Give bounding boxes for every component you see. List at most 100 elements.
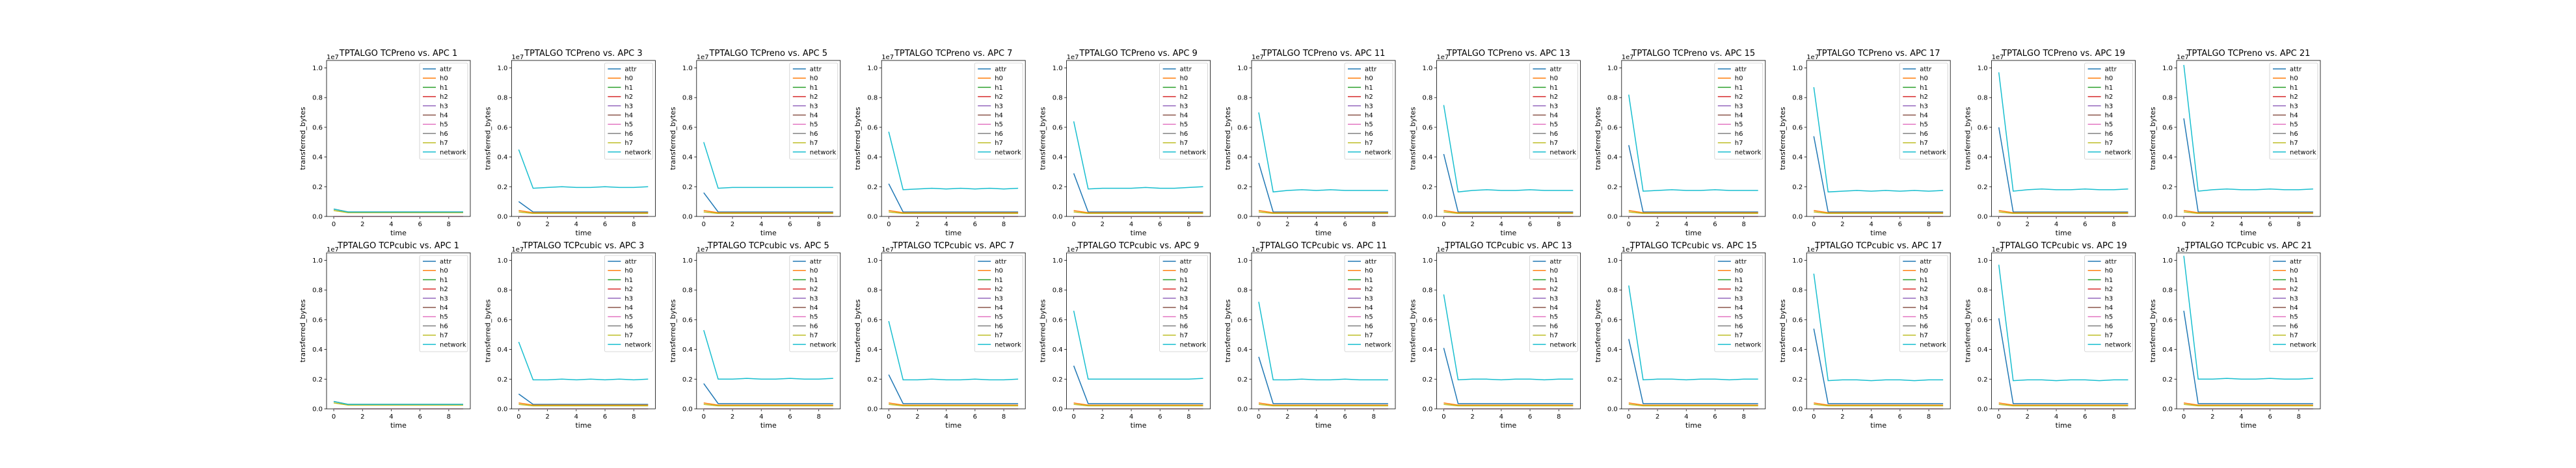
- x-axis-label: time: [575, 421, 591, 430]
- x-axis-label: time: [1685, 229, 1702, 237]
- y-offset-label: 1e7: [1252, 246, 1264, 254]
- legend-label-h5: h5: [1920, 314, 1928, 321]
- series-line-h0: [703, 210, 833, 214]
- x-axis-label: time: [390, 229, 407, 237]
- series-line-network: [1998, 72, 2128, 192]
- x-tick-label: 4: [574, 221, 578, 228]
- x-tick-label: 2: [1101, 413, 1105, 421]
- x-tick-label: 6: [973, 413, 977, 421]
- legend-label-h7: h7: [1365, 140, 1373, 147]
- y-tick-label: 0.0: [1422, 214, 1432, 221]
- legend-label-h1: h1: [1365, 277, 1373, 284]
- series-line-network: [1628, 94, 1758, 192]
- legend-label-h1: h1: [1735, 277, 1743, 284]
- y-tick-label: 0.0: [312, 214, 323, 221]
- x-tick-label: 8: [1557, 221, 1561, 228]
- legend-label-h7: h7: [440, 332, 448, 339]
- subplot-title: TPTALGO TCPcubic vs. APC 19: [2000, 241, 2127, 251]
- series-line-h7: [1073, 404, 1203, 407]
- legend-label-h5: h5: [624, 314, 633, 321]
- x-tick-label: 4: [2239, 221, 2243, 228]
- legend-label-h3: h3: [1735, 295, 1743, 302]
- subplot-3: TPTALGO TCPreno vs. APC 5 0.0 0.2 0.4 0.6 0.8…: [669, 49, 841, 237]
- y-tick-label: 1.0: [682, 65, 693, 72]
- legend-label-attr: attr: [1550, 66, 1562, 73]
- y-tick-label: 1.0: [312, 65, 323, 72]
- series-line-h7: [1998, 211, 2128, 214]
- y-tick-label: 0.2: [1053, 184, 1063, 191]
- x-tick-label: 6: [1343, 413, 1347, 421]
- legend-label-h3: h3: [624, 295, 633, 302]
- x-axis-label: time: [1131, 421, 1147, 430]
- legend-label-h5: h5: [810, 314, 818, 321]
- subplot-20: TPTALGO TCPcubic vs. APC 17 0.0 0.2 0.4 0.6 0…: [1778, 241, 1951, 430]
- x-tick-label: 0: [1442, 221, 1445, 228]
- y-tick-label: 1.0: [1237, 65, 1248, 72]
- y-offset-label: 1e7: [1622, 54, 1634, 61]
- legend-label-network: network: [810, 149, 837, 156]
- legend-label-h0: h0: [624, 268, 633, 275]
- x-axis-label: time: [2056, 229, 2072, 237]
- legend-label-h5: h5: [995, 122, 1003, 129]
- legend-label-h6: h6: [810, 131, 818, 138]
- y-offset-label: 1e7: [1436, 54, 1449, 61]
- subplot-title: TPTALGO TCPreno vs. APC 15: [1631, 49, 1755, 58]
- legend-label-attr: attr: [1365, 259, 1377, 266]
- legend-label-h6: h6: [1920, 131, 1928, 138]
- x-tick-label: 4: [389, 413, 393, 421]
- legend-label-h7: h7: [440, 140, 448, 147]
- series-line-attr: [2183, 310, 2313, 404]
- y-tick-label: 0.4: [1237, 154, 1248, 161]
- y-tick-label: 0.0: [1237, 214, 1248, 221]
- legend-label-attr: attr: [1735, 66, 1747, 73]
- x-tick-label: 8: [816, 413, 820, 421]
- legend-label-attr: attr: [624, 66, 637, 73]
- series-line-network: [703, 142, 833, 189]
- legend-label-h5: h5: [995, 314, 1003, 321]
- y-tick-label: 0.4: [1053, 346, 1063, 354]
- legend-label-h3: h3: [1920, 103, 1928, 110]
- y-tick-label: 0.2: [1237, 184, 1248, 191]
- x-tick-label: 0: [1812, 413, 1816, 421]
- y-tick-label: 0.4: [312, 346, 323, 354]
- legend-label-h4: h4: [2290, 112, 2298, 120]
- y-offset-label: 1e7: [511, 246, 524, 254]
- legend-label-h7: h7: [1920, 332, 1928, 339]
- legend-label-h3: h3: [810, 103, 818, 110]
- y-offset-label: 1e7: [327, 54, 339, 61]
- x-tick-label: 2: [731, 413, 734, 421]
- series-line-h7: [333, 210, 463, 214]
- y-tick-label: 0.8: [1053, 95, 1063, 102]
- legend-label-network: network: [1920, 149, 1946, 156]
- y-tick-label: 1.0: [1053, 65, 1063, 72]
- y-tick-label: 0.8: [1422, 287, 1432, 294]
- legend-label-h2: h2: [1735, 286, 1743, 293]
- legend-label-h1: h1: [440, 277, 448, 284]
- y-tick-label: 0.2: [1607, 184, 1618, 191]
- y-tick-label: 1.0: [497, 257, 507, 265]
- legend-label-network: network: [995, 149, 1021, 156]
- legend-label-h3: h3: [1550, 295, 1558, 302]
- legend-label-h4: h4: [1550, 112, 1558, 120]
- legend-label-h1: h1: [440, 84, 448, 92]
- y-tick-label: 0.8: [1792, 95, 1803, 102]
- legend-label-h0: h0: [440, 268, 448, 275]
- legend-label-network: network: [1735, 149, 1762, 156]
- y-offset-label: 1e7: [881, 246, 894, 254]
- x-tick-label: 2: [1470, 221, 1474, 228]
- x-tick-label: 0: [887, 413, 891, 421]
- legend-label-h4: h4: [1550, 305, 1558, 312]
- legend-label-h6: h6: [995, 323, 1003, 330]
- y-tick-label: 0.8: [2162, 95, 2173, 102]
- x-axis-label: time: [2240, 229, 2257, 237]
- subplot-title: TPTALGO TCPcubic vs. APC 7: [892, 241, 1014, 251]
- legend-label-network: network: [2290, 149, 2316, 156]
- x-tick-label: 6: [1713, 413, 1717, 421]
- legend-label-h4: h4: [810, 112, 818, 120]
- legend-label-h4: h4: [1180, 112, 1188, 120]
- y-tick-label: 1.0: [497, 65, 507, 72]
- x-axis-label: time: [1870, 229, 1886, 237]
- legend-label-h7: h7: [1735, 332, 1743, 339]
- y-tick-label: 0.6: [1978, 124, 1988, 131]
- y-tick-label: 0.4: [1978, 154, 1988, 161]
